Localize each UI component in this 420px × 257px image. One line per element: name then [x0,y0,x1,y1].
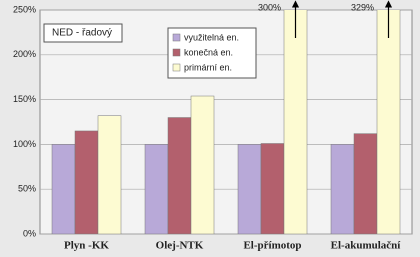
y-tick-label: 250% [13,4,36,14]
x-tick-label: El-přímotop [243,240,301,252]
bar [51,144,76,234]
x-tick-label: Plyn -KK [64,240,109,252]
bar [190,95,215,234]
y-tick-label: 0% [23,228,36,238]
legend-swatch [172,48,181,57]
bar [283,10,308,234]
x-tick-label: El-akumulační [331,240,402,252]
overlay: 300% 329% NED - řadový využitelná en. konečn… [43,0,393,79]
legend-label: primární en. [184,62,232,72]
annotation-box [43,23,123,43]
y-tick-label: 150% [13,94,36,104]
bar [237,144,262,234]
y-tick-label: 50% [18,184,36,194]
bar [167,117,192,234]
bar [376,10,401,234]
y-tick-label: 100% [13,139,36,149]
bar [74,130,99,234]
bar [144,144,169,234]
bars [51,10,401,234]
x-tick-label: Olej-NTK [156,240,204,252]
bar [260,143,285,234]
bar [330,144,355,234]
legend-swatch [172,63,181,72]
bar [97,115,122,234]
legend-box [167,27,257,79]
annotation: NED - řadový [52,28,112,39]
legend-label: využitelná en. [184,32,239,42]
y-tick-label: 200% [13,49,36,59]
value-label: 300% [258,2,281,12]
legend-label: konečná en. [184,47,233,57]
value-label: 329% [351,2,374,12]
legend-swatch [172,33,181,42]
bar [353,133,378,234]
